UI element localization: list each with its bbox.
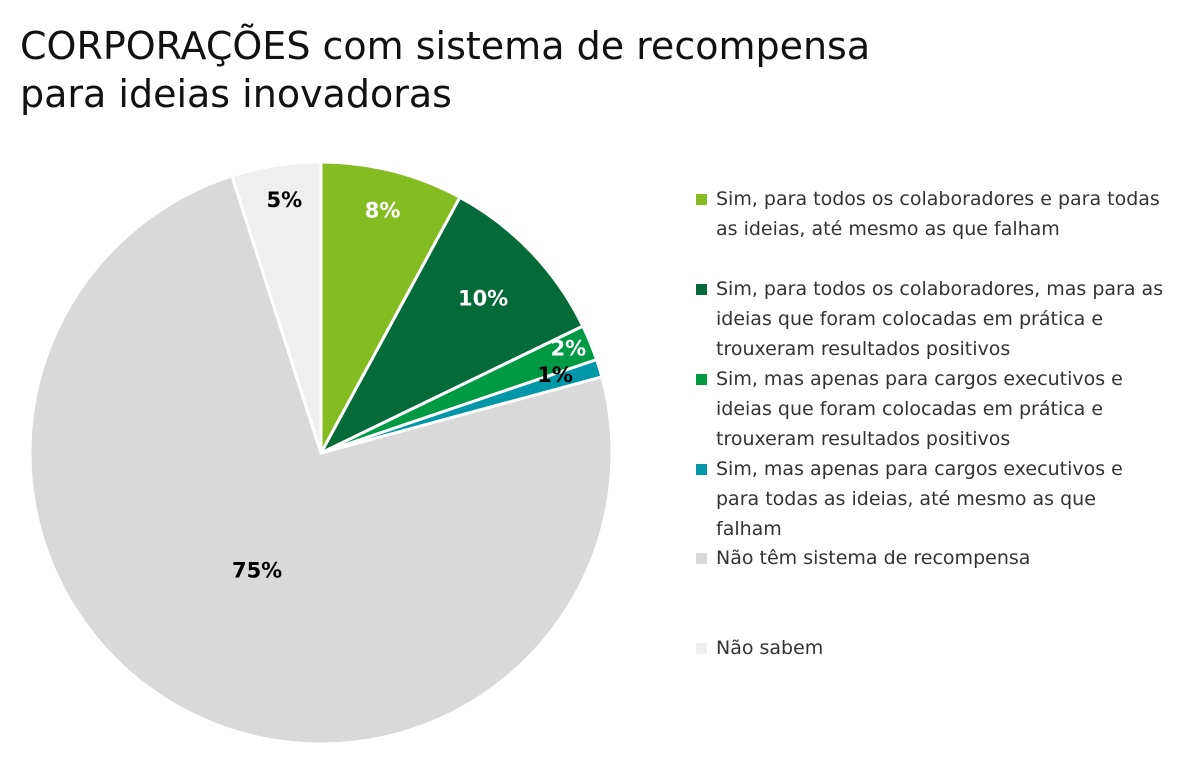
legend-swatch [696,374,707,385]
legend-item: Sim, para todos os colaboradores, mas pa… [696,274,1166,364]
legend-item: Não sabem [696,633,1166,663]
legend-label: Sim, para todos os colaboradores e para … [716,188,1160,240]
legend-swatch [696,194,707,205]
legend-label: Não têm sistema de recompensa [716,547,1031,569]
legend-swatch [696,284,707,295]
chart-title: CORPORAÇÕES com sistema de recompensa pa… [20,24,871,116]
legend-label: Sim, para todos os colaboradores, mas pa… [716,278,1164,360]
pie-value-label: 75% [232,559,282,583]
legend-label: Não sabem [716,637,824,659]
pie-slice-nao-tem-sistema-de-recompensa [28,174,614,746]
legend-label: Sim, mas apenas para cargos executivos e… [716,368,1123,450]
pie-slice-nao-sabem [230,160,323,455]
pie-value-label: 2% [551,336,587,360]
legend-item: Sim, para todos os colaboradores e para … [696,184,1166,244]
pie-value-label: 5% [266,188,302,212]
legend-item: Sim, mas apenas para cargos executivos e… [696,454,1166,544]
legend-item: Não têm sistema de recompensa [696,543,1166,573]
legend-swatch [696,464,707,475]
pie-value-label: 8% [365,198,401,222]
legend-swatch [696,643,707,654]
legend-item: Sim, mas apenas para cargos executivos e… [696,364,1166,454]
pie-slice-sim-para-todos-os-colaboradores-e [319,160,462,455]
pie-value-label: 10% [458,286,508,310]
pie-value-label: 1% [537,363,573,387]
pie-chart: 8% 10% 2% 1% 75% 5% [28,160,614,746]
pie-slice-sim-para-todos-os-colaboradores-mas [319,195,585,455]
legend-label: Sim, mas apenas para cargos executivos e… [716,458,1123,540]
legend-swatch [696,553,707,564]
